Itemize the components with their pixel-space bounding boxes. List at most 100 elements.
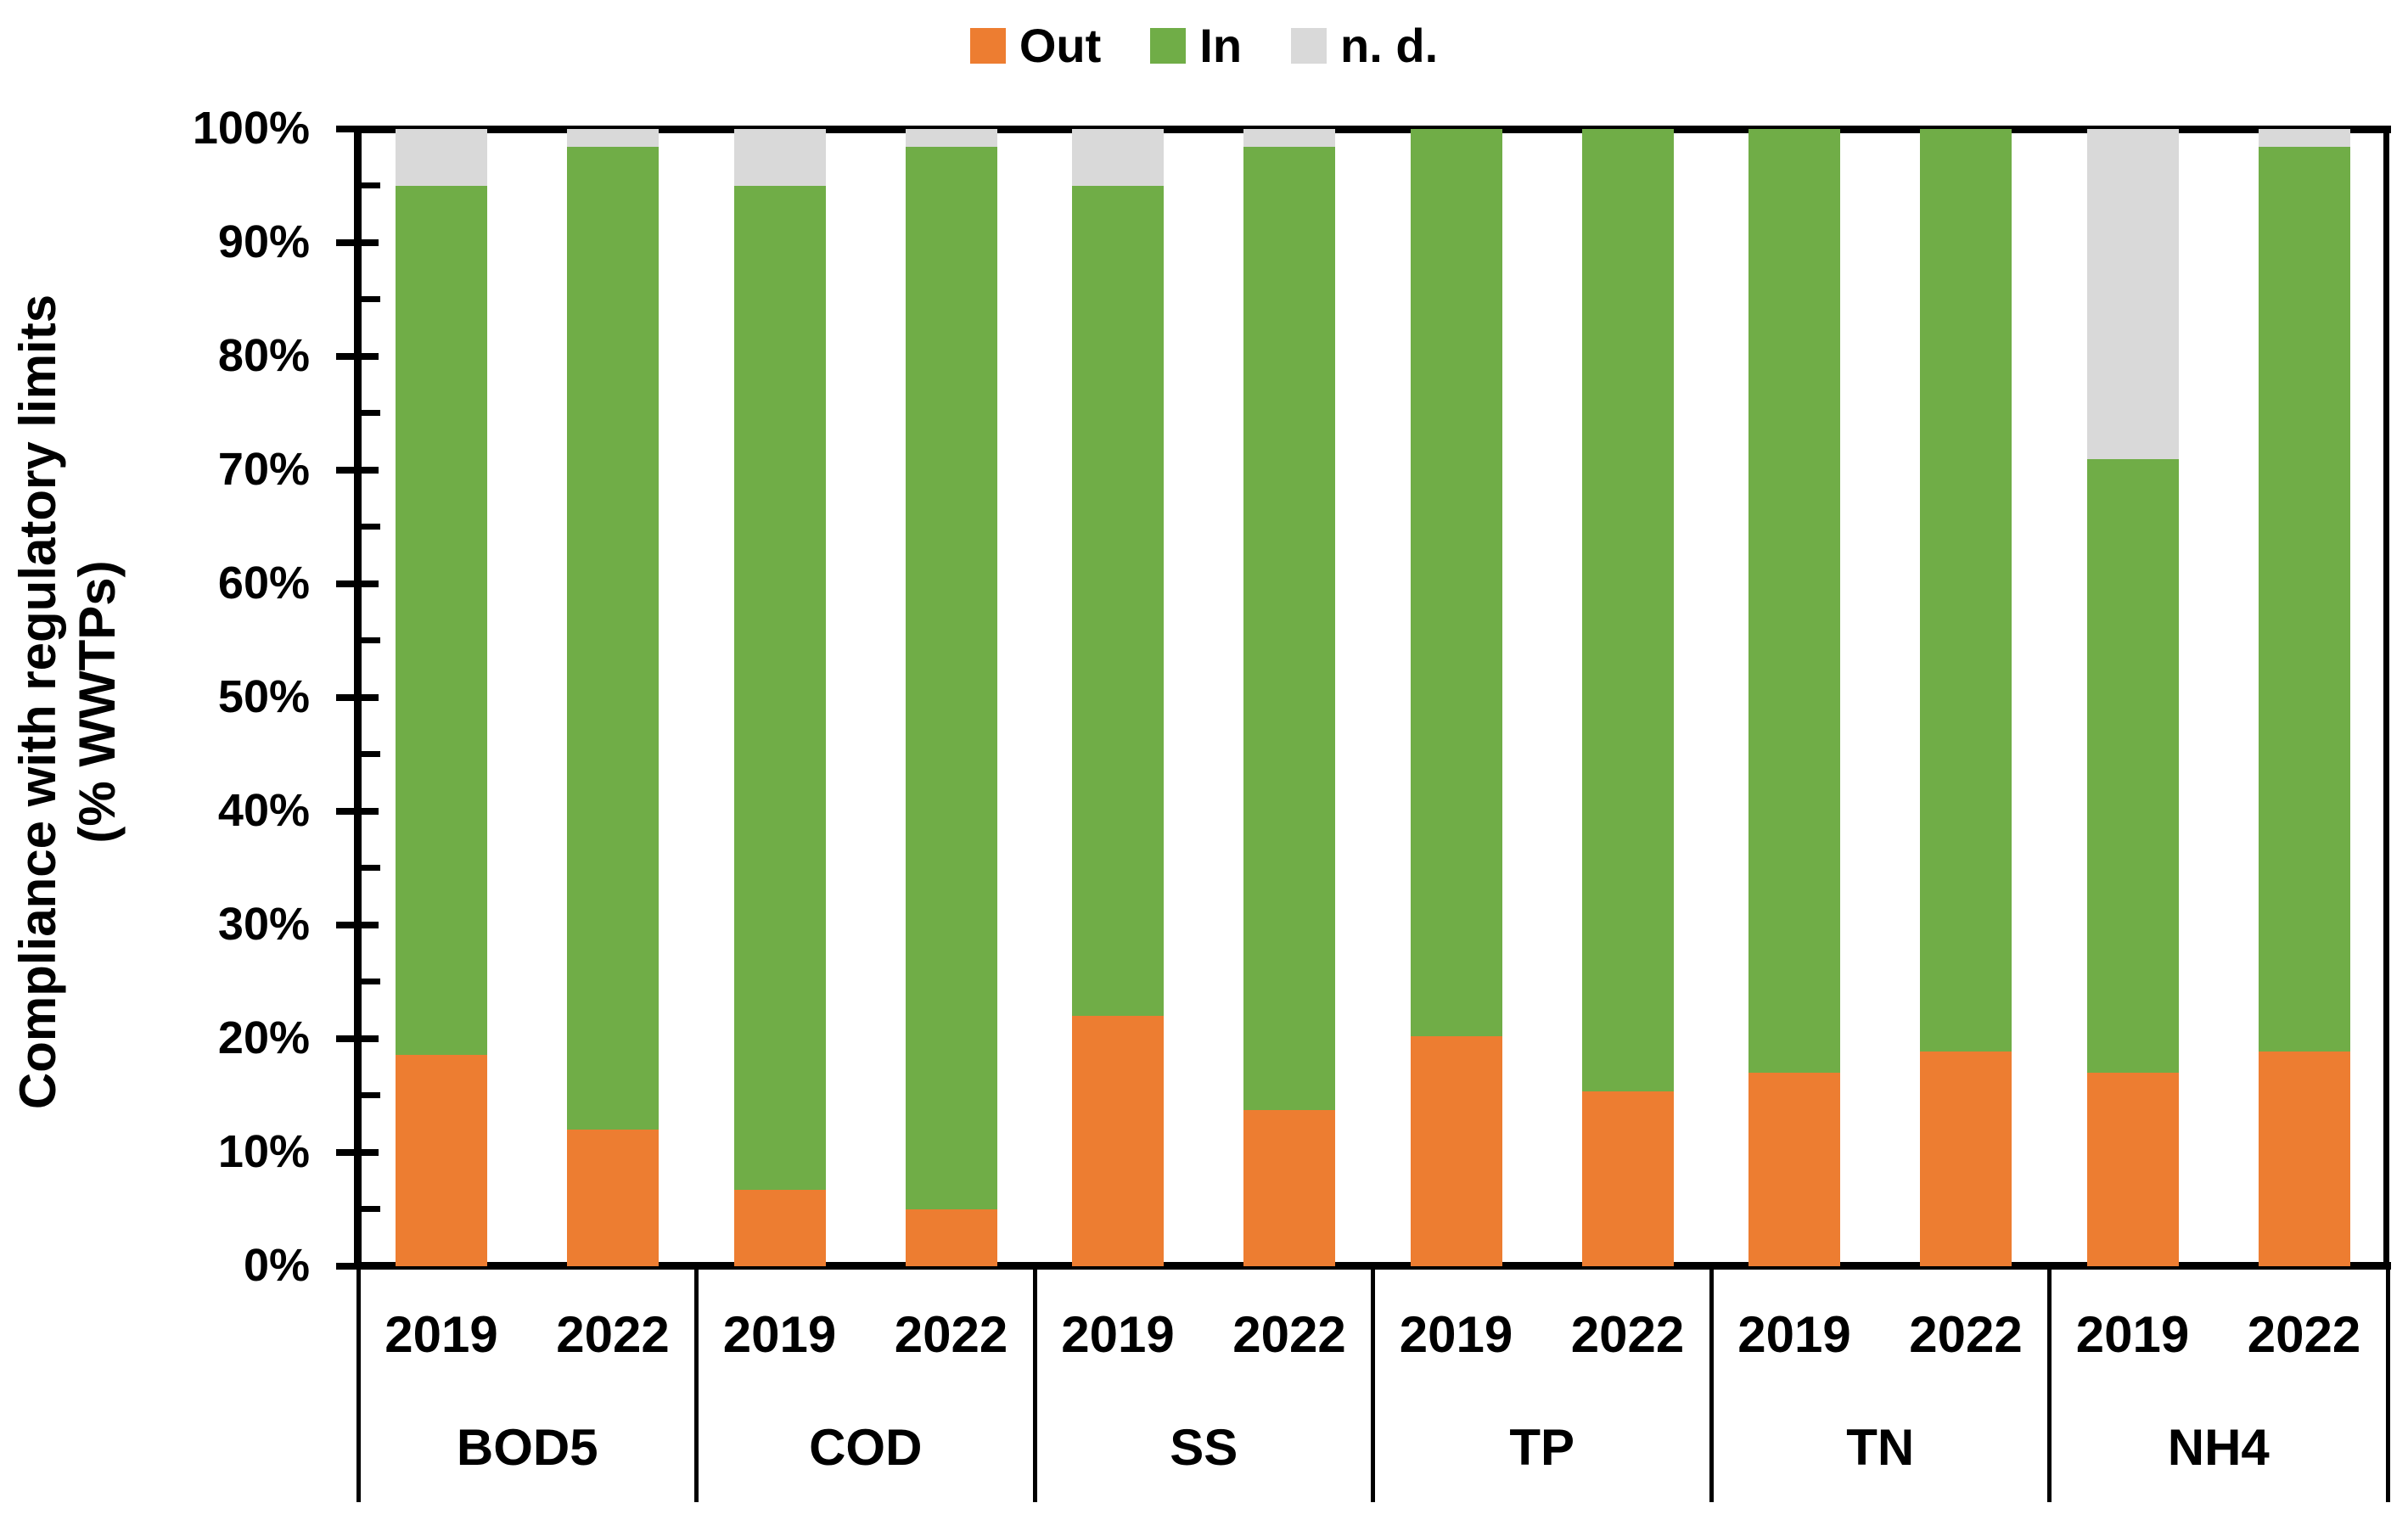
y-tick-label-30: 30% (217, 899, 310, 950)
bar-cod-2019 (733, 129, 826, 1266)
y-tick-label-10: 10% (217, 1126, 310, 1177)
segment-in (1581, 129, 1674, 1091)
chart-legend: Out In n. d. (0, 12, 2408, 80)
segment-n-d (2258, 129, 2350, 148)
segment-out (396, 1054, 487, 1266)
category-separator-0 (356, 1266, 361, 1502)
segment-out (733, 1190, 826, 1266)
category-separator-6 (2385, 1266, 2390, 1502)
bar-cod-2022 (905, 129, 997, 1266)
segment-in (1410, 129, 1502, 1037)
year-label-nh4-2019: 2019 (2075, 1306, 2190, 1363)
legend-label: n. d. (1340, 19, 1439, 72)
y-tick-label-40: 40% (217, 785, 310, 836)
segment-in (396, 186, 487, 1055)
plot-border-right (2383, 129, 2389, 1266)
segment-n-d (1243, 129, 1335, 148)
year-label-ss-2022: 2022 (1232, 1306, 1346, 1363)
plot-border-top (354, 126, 2391, 133)
year-label-tp-2022: 2022 (1570, 1306, 1685, 1363)
y-tick-label-100: 100% (192, 103, 310, 154)
y-major-tick-70 (336, 467, 379, 474)
year-label-cod-2022: 2022 (894, 1306, 1008, 1363)
segment-in (567, 147, 659, 1130)
bar-bod5-2022 (567, 129, 659, 1266)
segment-n-d (2086, 129, 2179, 459)
segment-in (2086, 458, 2179, 1074)
legend-label: In (1199, 19, 1243, 72)
bar-tn-2019 (1748, 129, 1840, 1266)
y-minor-tick-15 (358, 1092, 380, 1098)
plot-area: 0% 10% 20% 30% 40% 50% 60% 70% 80% 90% 100% (193, 105, 2391, 1288)
year-label-tn-2022: 2022 (1909, 1306, 2023, 1363)
segment-out (1920, 1051, 2012, 1266)
y-minor-tick-85 (358, 296, 380, 302)
segment-out (1748, 1073, 1840, 1266)
y-major-tick-40 (336, 808, 379, 815)
legend-item-n-d: n. d. (1291, 22, 1438, 70)
x-axis-line (354, 1262, 2391, 1270)
bar-tp-2019 (1410, 129, 1502, 1266)
segment-in (1748, 129, 1840, 1074)
y-tick-label-70: 70% (217, 444, 310, 495)
y-major-tick-100 (336, 126, 379, 132)
bar-nh4-2022 (2258, 129, 2350, 1266)
segment-n-d (1072, 129, 1164, 187)
y-tick-label-90: 90% (217, 216, 310, 267)
category-separator-4 (1709, 1266, 1714, 1502)
legend-swatch-icon (1291, 28, 1327, 64)
segment-in (733, 186, 826, 1191)
y-minor-tick-25 (358, 979, 380, 984)
y-major-tick-80 (336, 353, 379, 360)
y-major-tick-30 (336, 922, 379, 928)
year-label-cod-2019: 2019 (722, 1306, 837, 1363)
year-label-bod5-2019: 2019 (384, 1306, 498, 1363)
segment-out (2258, 1051, 2350, 1266)
y-tick-label-60: 60% (217, 558, 310, 608)
segment-in (2258, 147, 2350, 1052)
y-minor-tick-55 (358, 637, 380, 643)
segment-out (1072, 1016, 1164, 1266)
category-axis-table: 2019 2022 BOD5 2019 2022 COD 2019 2022 SS 2019 202… (356, 1266, 2390, 1502)
segment-out (567, 1130, 659, 1266)
y-major-tick-60 (336, 580, 379, 587)
year-label-ss-2019: 2019 (1061, 1306, 1175, 1363)
year-label-bod5-2022: 2022 (556, 1306, 670, 1363)
segment-n-d (733, 129, 826, 187)
y-minor-tick-5 (358, 1206, 380, 1212)
legend-item-out: Out (969, 22, 1101, 70)
category-label-tn: TN (1846, 1419, 1915, 1476)
bar-tp-2022 (1581, 129, 1674, 1266)
y-major-tick-90 (336, 239, 379, 246)
bar-nh4-2019 (2086, 129, 2179, 1266)
year-label-nh4-2022: 2022 (2247, 1306, 2361, 1363)
segment-n-d (396, 129, 487, 187)
segment-in (1072, 186, 1164, 1017)
category-separator-1 (694, 1266, 699, 1502)
y-tick-label-50: 50% (217, 671, 310, 722)
segment-in (1920, 129, 2012, 1052)
category-label-nh4: NH4 (2167, 1419, 2270, 1476)
year-label-tp-2019: 2019 (1399, 1306, 1513, 1363)
segment-out (1410, 1036, 1502, 1266)
bar-ss-2022 (1243, 129, 1335, 1266)
bar-ss-2019 (1072, 129, 1164, 1266)
segment-out (905, 1209, 997, 1266)
legend-swatch-icon (969, 28, 1006, 64)
category-label-cod: COD (809, 1419, 923, 1476)
year-label-tn-2019: 2019 (1737, 1306, 1851, 1363)
legend-item-in: In (1150, 22, 1242, 70)
y-tick-label-80: 80% (217, 330, 310, 381)
category-separator-5 (2047, 1266, 2052, 1502)
bar-tn-2022 (1920, 129, 2012, 1266)
y-minor-tick-65 (358, 524, 380, 530)
y-tick-label-0: 0% (243, 1240, 310, 1291)
y-major-tick-10 (336, 1149, 379, 1156)
segment-in (1243, 147, 1335, 1111)
legend-swatch-icon (1150, 28, 1187, 64)
y-minor-tick-75 (358, 410, 380, 416)
category-separator-2 (1032, 1266, 1037, 1502)
y-major-tick-20 (336, 1035, 379, 1042)
segment-out (1243, 1110, 1335, 1266)
